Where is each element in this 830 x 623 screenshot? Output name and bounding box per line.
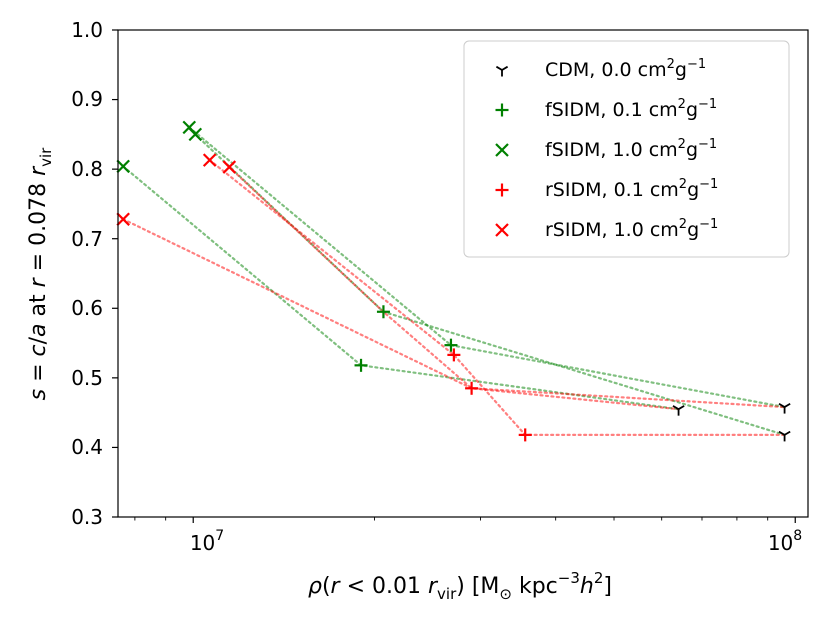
legend-marker-tri_down [495,65,509,77]
y-tick-label: 1.0 [71,18,103,42]
legend-markers [495,65,509,237]
data-point-plus [354,358,368,372]
y-axis-label: s = c/a at r = 0.078 rvir [26,147,55,401]
legend-entry-fsidm-0.1: fSIDM, 0.1 cm2g−1 [545,97,717,121]
x-tick-base: 10 [190,531,215,555]
data-point-x [116,212,130,227]
data-point-tri_down [778,430,791,442]
data-point-plus [376,305,390,319]
legend-marker-x [495,223,509,237]
x-axis-label: ρ(r < 0.01 rvir) [M⊙ kpc−3h2] [308,569,612,603]
x-tick-label-1e8: 108 [768,528,802,555]
x-tick-exponent: 8 [793,528,802,544]
x-tick-exponent: 7 [215,528,224,544]
data-points [116,120,791,442]
data-point-tri_down [672,405,685,416]
y-tick-label: 0.4 [71,435,103,459]
data-point-x [222,160,237,174]
legend-entry-cdm: CDM, 0.0 cm2g−1 [545,57,706,81]
x-tick-base: 10 [768,531,793,555]
y-tick-label: 0.9 [71,87,103,111]
legend-marker-plus [495,183,509,197]
data-point-x [202,153,217,167]
y-tick-label: 0.3 [71,505,103,529]
legend-entry-rsidm-1.0: rSIDM, 1.0 cm2g−1 [545,217,718,241]
legend-entry-fsidm-1.0: fSIDM, 1.0 cm2g−1 [545,137,717,161]
data-point-tri_down [778,403,791,414]
legend-marker-x [495,143,509,157]
y-tick-label: 0.6 [71,296,103,320]
data-point-plus [444,338,458,352]
data-point-x [188,127,203,142]
legend-marker-plus [495,103,509,117]
y-tick-labels: 0.3 0.4 0.5 0.6 0.7 0.8 0.9 1.0 [71,18,103,529]
legend: CDM, 0.0 cm2g−1 fSIDM, 0.1 cm2g−1 fSIDM,… [463,40,790,258]
axis-ticks [112,29,796,523]
axes-frame [117,29,809,518]
data-point-plus [518,428,532,442]
legend-entry-rsidm-0.1: rSIDM, 0.1 cm2g−1 [545,177,718,201]
y-tick-label: 0.7 [71,227,103,251]
data-point-plus [447,348,461,362]
series-line [228,166,786,409]
legend-box [463,40,790,258]
data-point-plus [465,381,479,395]
y-tick-label: 0.5 [71,366,103,390]
x-tick-label-1e7: 107 [190,528,224,555]
series-line [208,159,786,436]
y-tick-label: 0.8 [71,157,103,181]
plot-area [116,29,809,518]
data-point-x [116,159,130,174]
